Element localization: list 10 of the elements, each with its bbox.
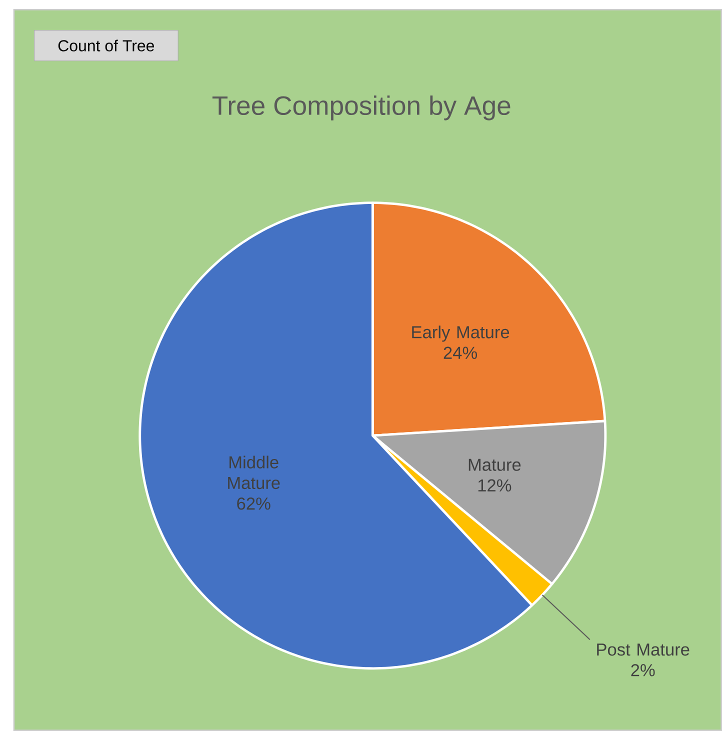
data-label: 62%: [237, 497, 270, 510]
slice-label: Middle Mature: [228, 456, 280, 490]
slice-label: Mature: [468, 458, 521, 471]
slice-label: Post Mature: [597, 644, 690, 656]
slice-label: Early Mature: [412, 326, 510, 342]
chart-title: Tree Composition by Age: [212, 95, 510, 120]
data-label: 12%: [478, 479, 512, 492]
data-label: 2%: [631, 664, 655, 676]
data-label: 24%: [444, 346, 478, 359]
text: Count of Tree: [58, 40, 154, 52]
